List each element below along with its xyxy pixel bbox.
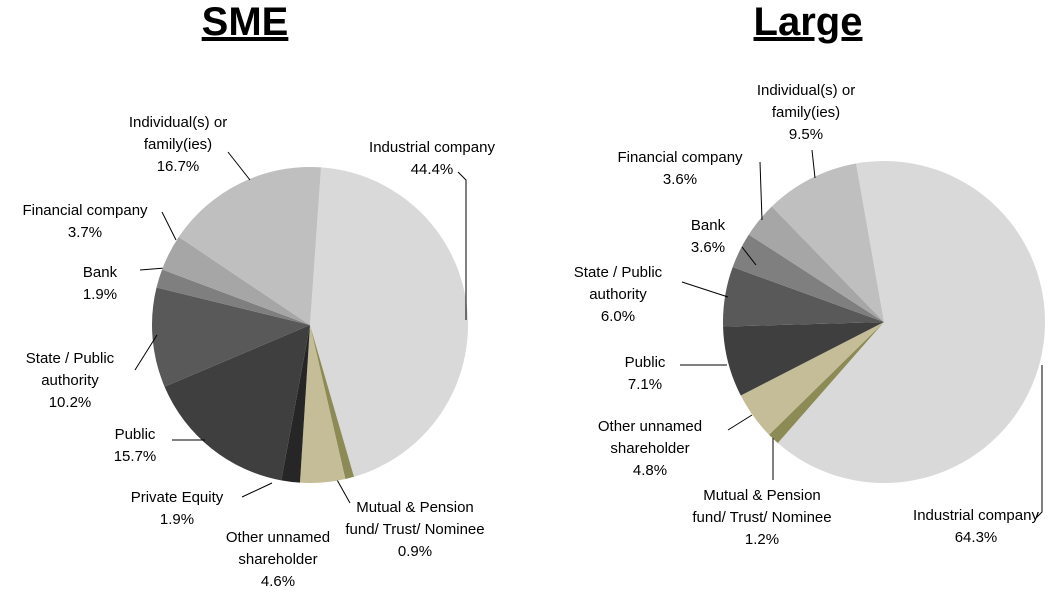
category-label: State / Public authority <box>25 350 115 389</box>
category-label: Private Equity <box>130 489 224 506</box>
slice-label: Private Equity 1.9% <box>112 487 242 531</box>
category-label: Public <box>114 426 156 443</box>
leader-line <box>811 149 816 179</box>
pie-slice <box>178 167 322 325</box>
pie-slice <box>740 322 884 435</box>
pie-slice <box>281 325 310 483</box>
value-label: 1.2% <box>744 531 780 548</box>
slice-label: Public 15.7% <box>95 424 175 468</box>
category-label: Public <box>624 354 666 371</box>
category-label: Bank <box>690 217 726 234</box>
slice-label: Financial company 3.7% <box>0 200 170 244</box>
chart-title: Large <box>753 0 863 44</box>
pie-slice <box>777 161 1045 484</box>
pie-slice <box>156 269 310 325</box>
pie-slice <box>152 287 310 387</box>
value-label: 9.5% <box>788 126 824 143</box>
slice-label: Bank 1.9% <box>70 262 130 306</box>
slice-label: Mutual & Pension fund/ Trust/ Nominee 0.9… <box>345 497 485 563</box>
leader-line <box>335 477 351 504</box>
slice-label: Mutual & Pension fund/ Trust/ Nominee 1.2… <box>692 485 832 551</box>
pie-slice <box>299 325 346 483</box>
slice-label: Individual(s) or family(ies) 16.7% <box>118 112 238 178</box>
pie-slice <box>164 325 310 481</box>
value-label: 3.6% <box>690 239 726 256</box>
value-label: 64.3% <box>954 529 998 546</box>
category-label: Individual(s) or family(ies) <box>128 114 228 153</box>
value-label: 4.6% <box>260 573 296 590</box>
category-label: Other unnamed shareholder <box>225 529 331 568</box>
value-label: 1.9% <box>82 286 118 303</box>
leader-line <box>227 151 251 181</box>
slice-label: Bank 3.6% <box>678 215 738 259</box>
leader-line <box>139 267 166 271</box>
value-label: 3.7% <box>67 224 103 241</box>
category-label: Bank <box>82 264 118 281</box>
value-label: 0.9% <box>397 543 433 560</box>
value-label: 7.1% <box>627 376 663 393</box>
slice-label: Industrial company 64.3% <box>891 505 1061 549</box>
category-label: Other unnamed shareholder <box>597 418 703 457</box>
leader-line <box>134 334 158 371</box>
pie-slice <box>723 267 884 327</box>
category-label: Financial company <box>22 202 148 219</box>
slice-label: State / Public authority 10.2% <box>15 348 125 414</box>
category-label: Industrial company <box>913 507 1039 524</box>
pie-slice <box>748 206 884 322</box>
slice-label: Industrial company 44.4% <box>347 137 517 181</box>
slice-label: State / Public authority 6.0% <box>563 262 673 328</box>
value-label: 10.2% <box>48 394 92 411</box>
slice-label: Other unnamed shareholder 4.6% <box>208 527 348 593</box>
category-label: Individual(s) or family(ies) <box>756 82 856 121</box>
category-label: Financial company <box>617 149 743 166</box>
leader-line <box>1035 365 1043 519</box>
pie-slice <box>732 234 884 322</box>
pie-slice <box>723 322 884 396</box>
category-label: Mutual & Pension fund/ Trust/ Nominee <box>692 487 832 526</box>
pie-slice <box>771 163 884 322</box>
pie-slice <box>769 322 884 444</box>
pie-slice <box>310 325 354 479</box>
value-label: 3.6% <box>662 171 698 188</box>
value-label: 4.8% <box>632 462 668 479</box>
category-label: Mutual & Pension fund/ Trust/ Nominee <box>345 499 485 538</box>
value-label: 6.0% <box>600 308 636 325</box>
slice-label: Other unnamed shareholder 4.8% <box>580 416 720 482</box>
leader-line <box>161 211 177 241</box>
leader-line <box>759 161 763 221</box>
leader-line <box>241 482 273 498</box>
leader-line <box>681 281 729 298</box>
value-label: 1.9% <box>159 511 195 528</box>
slice-label: Financial company 3.6% <box>595 147 765 191</box>
category-label: Industrial company <box>369 139 495 156</box>
chart-title: SME <box>201 0 289 44</box>
value-label: 44.4% <box>410 161 454 178</box>
pie-slice <box>310 167 468 477</box>
category-label: State / Public authority <box>573 264 663 303</box>
value-label: 16.7% <box>156 158 200 175</box>
slice-label: Public 7.1% <box>605 352 685 396</box>
pie-slice <box>162 236 310 325</box>
leader-line <box>741 246 757 266</box>
leader-line <box>727 414 753 431</box>
slice-label: Individual(s) or family(ies) 9.5% <box>746 80 866 146</box>
value-label: 15.7% <box>113 448 157 465</box>
leader-line <box>457 171 467 320</box>
